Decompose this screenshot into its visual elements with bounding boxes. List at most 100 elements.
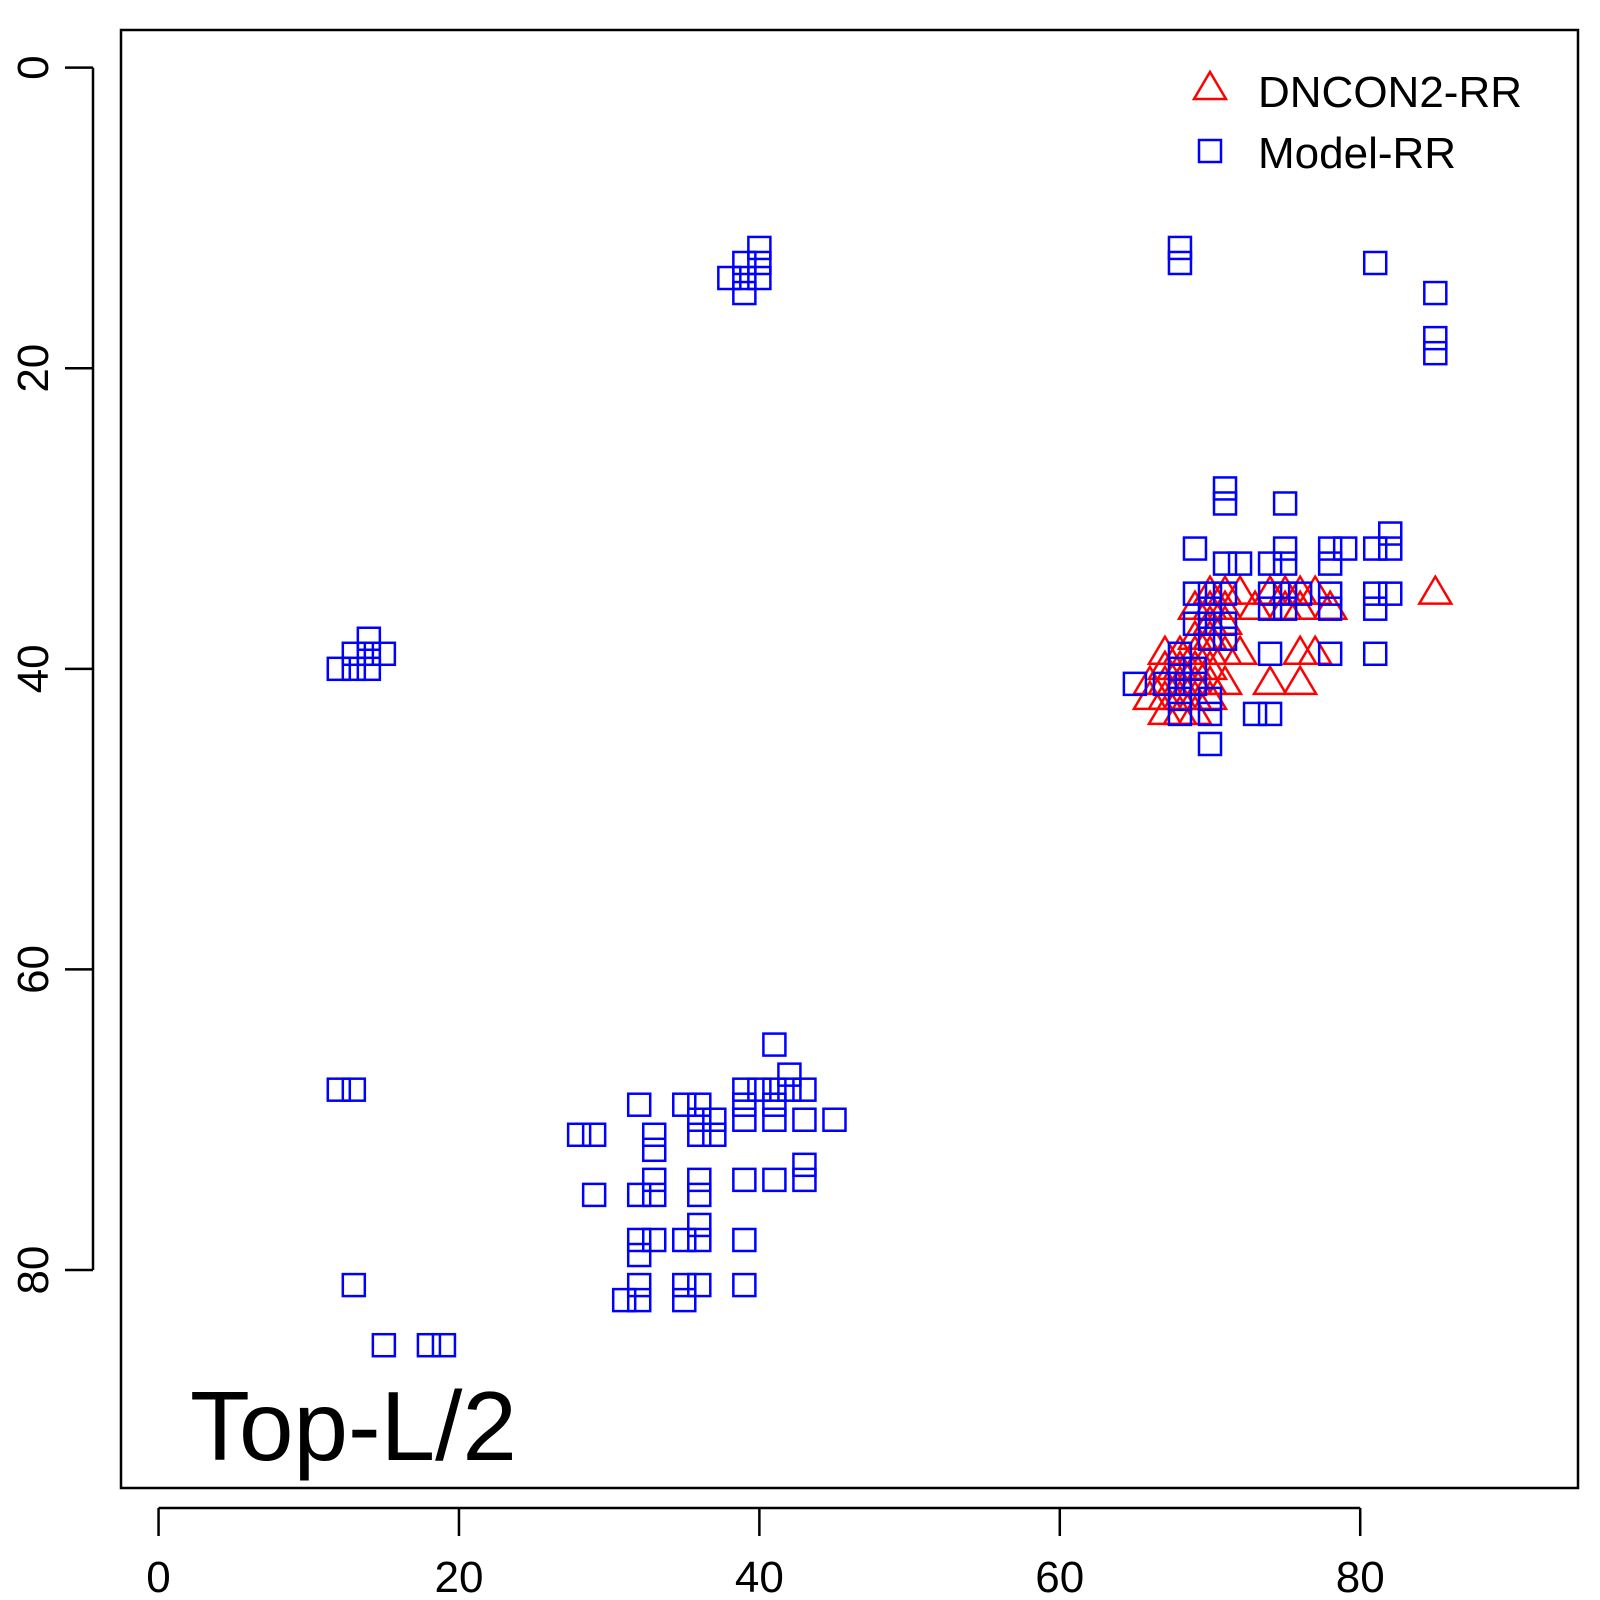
legend-marker-model-rr xyxy=(1197,138,1223,164)
series-model-rr xyxy=(326,235,1448,1358)
data-point-triangle xyxy=(1206,664,1244,696)
data-point-square xyxy=(1197,596,1223,621)
data-point-square xyxy=(687,1107,712,1132)
data-point-square xyxy=(732,250,757,276)
data-point-square xyxy=(1257,701,1283,727)
data-point-square xyxy=(341,1272,367,1298)
data-point-square xyxy=(1122,671,1148,697)
y-tick-label: 60 xyxy=(9,945,58,994)
data-point-square xyxy=(1212,476,1238,501)
y-tick-label: 20 xyxy=(9,344,58,393)
y-tick-label: 40 xyxy=(9,644,58,693)
data-point-square xyxy=(626,1092,652,1117)
x-tick-label: 60 xyxy=(1035,1553,1084,1600)
data-point-square xyxy=(687,1167,712,1193)
data-point-square xyxy=(762,1077,787,1102)
data-point-square xyxy=(717,265,742,291)
data-point-square xyxy=(732,280,757,306)
x-axis: 0 20 40 60 80 xyxy=(146,1506,1385,1600)
data-point-square xyxy=(792,1167,817,1193)
data-point-square xyxy=(762,1032,787,1057)
data-point-square xyxy=(1167,641,1193,667)
data-point-square xyxy=(1423,325,1448,351)
data-point-square xyxy=(762,1107,787,1132)
data-point-square xyxy=(581,1182,607,1208)
data-point-square xyxy=(1182,611,1208,636)
data-point-square xyxy=(1167,671,1193,697)
legend-label-model-rr: Model-RR xyxy=(1258,129,1456,178)
data-point-square xyxy=(1272,596,1298,621)
data-point-square xyxy=(1362,596,1388,621)
data-point-square xyxy=(326,1077,352,1102)
data-point-square xyxy=(822,1107,847,1132)
data-point-square xyxy=(792,1077,817,1102)
y-axis: 0 20 40 60 80 xyxy=(9,55,95,1295)
chart-annotation: Top-L/2 xyxy=(190,1371,517,1481)
data-point-square xyxy=(672,1227,697,1253)
data-point-square xyxy=(1242,701,1268,727)
data-point-square xyxy=(1212,626,1238,652)
data-point-square xyxy=(1197,581,1223,606)
data-point-square xyxy=(732,1272,757,1298)
data-point-square xyxy=(1212,491,1238,516)
data-point-square xyxy=(1377,521,1403,546)
data-point-square xyxy=(732,1107,757,1132)
data-point-square xyxy=(1167,701,1193,727)
legend-marker-dncon2-rr xyxy=(1191,69,1229,101)
data-point-square xyxy=(1197,701,1223,727)
data-point-square xyxy=(687,1227,712,1253)
data-point-square xyxy=(566,1122,592,1148)
data-point-square xyxy=(1197,686,1223,712)
data-point-square xyxy=(356,656,382,682)
data-point-square xyxy=(326,656,352,682)
data-point-square xyxy=(626,1287,652,1313)
data-point-square xyxy=(1272,491,1298,516)
data-point-square xyxy=(626,1242,652,1268)
data-point-square xyxy=(1317,536,1343,561)
data-point-square xyxy=(1182,656,1208,682)
data-point-square xyxy=(1167,250,1193,276)
data-point-square xyxy=(641,1122,667,1148)
data-point-square xyxy=(702,1107,727,1132)
data-point-square xyxy=(1197,626,1223,652)
data-point-square xyxy=(341,1077,367,1102)
data-point-square xyxy=(732,265,757,291)
plot-frame xyxy=(119,28,1580,1490)
data-point-square xyxy=(1167,235,1193,261)
data-point-square xyxy=(732,1227,757,1253)
x-tick-label: 20 xyxy=(434,1553,483,1600)
data-point-square xyxy=(1287,581,1313,606)
data-point-square xyxy=(1182,581,1208,606)
data-point-square xyxy=(626,1182,652,1208)
data-point-square xyxy=(777,1077,802,1102)
data-point-square xyxy=(1182,536,1208,561)
data-point-square xyxy=(1317,641,1343,667)
data-point-square xyxy=(672,1092,697,1117)
data-point-triangle xyxy=(1221,574,1259,605)
data-point-square xyxy=(1272,581,1298,606)
data-point-square xyxy=(687,1272,712,1298)
data-point-square xyxy=(356,641,382,667)
data-point-square xyxy=(732,1092,757,1117)
x-tick-label: 0 xyxy=(146,1553,170,1600)
data-point-square xyxy=(1272,536,1298,561)
data-point-square xyxy=(762,1167,787,1193)
data-point-square xyxy=(1362,641,1388,667)
data-point-square xyxy=(1197,611,1223,636)
data-point-square xyxy=(641,1137,667,1163)
data-point-square xyxy=(1257,596,1283,621)
data-point-square xyxy=(1167,656,1193,682)
data-point-square xyxy=(416,1332,442,1358)
data-point-square xyxy=(1227,551,1253,576)
x-tick-label: 80 xyxy=(1336,1553,1385,1600)
legend: DNCON2-RR Model-RR xyxy=(1191,68,1522,178)
data-point-square xyxy=(747,265,772,291)
data-point-square xyxy=(1257,581,1283,606)
data-point-square xyxy=(1423,340,1448,366)
data-point-triangle xyxy=(1281,664,1319,696)
data-point-square xyxy=(1362,581,1388,606)
data-point-square xyxy=(626,1227,652,1253)
data-point-square xyxy=(371,1332,397,1358)
data-point-square xyxy=(341,656,367,682)
data-point-square xyxy=(356,626,382,652)
